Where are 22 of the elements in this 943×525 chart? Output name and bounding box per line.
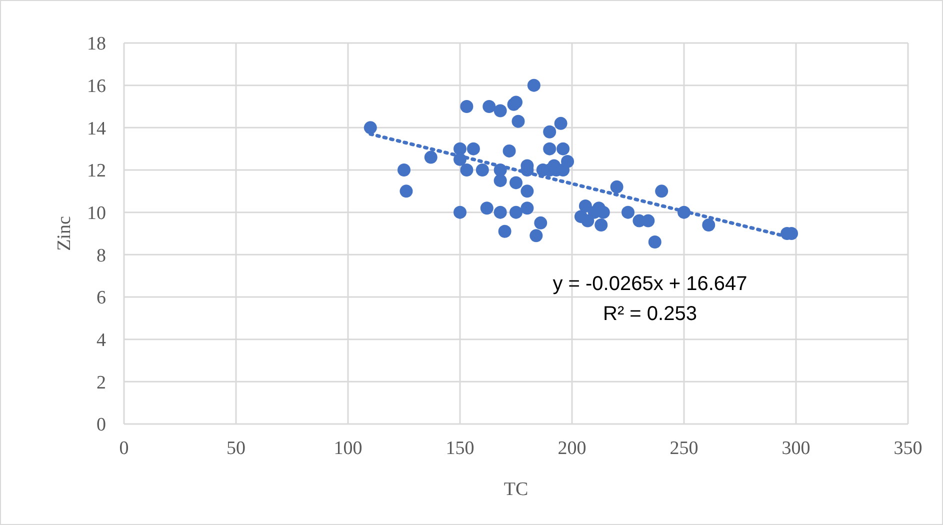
y-tick-label: 6 bbox=[96, 288, 106, 309]
x-tick-label: 50 bbox=[226, 438, 246, 459]
y-tick-label: 0 bbox=[96, 414, 106, 436]
y-tick-label: 16 bbox=[87, 76, 106, 97]
x-tick-label: 300 bbox=[782, 438, 810, 459]
y-tick-label: 2 bbox=[96, 372, 106, 394]
y-axis-title: Zinc bbox=[54, 216, 75, 251]
y-tick-label: 4 bbox=[96, 330, 106, 351]
y-tick-label: 10 bbox=[87, 202, 106, 224]
y-tick-label: 12 bbox=[87, 160, 106, 182]
x-tick-label: 100 bbox=[334, 438, 362, 459]
x-tick-label: 0 bbox=[119, 438, 129, 459]
y-tick-label: 14 bbox=[87, 118, 106, 140]
x-axis-title: TC bbox=[504, 479, 528, 500]
x-tick-label: 200 bbox=[558, 438, 586, 459]
annotation: y = -0.0265x + 16.647 bbox=[552, 273, 748, 295]
y-tick-label: 8 bbox=[96, 245, 106, 266]
x-tick-label: 350 bbox=[894, 438, 922, 459]
x-tick-label: 150 bbox=[446, 438, 474, 459]
annotation: R² = 0.253 bbox=[603, 303, 697, 325]
x-tick-label: 250 bbox=[670, 438, 698, 459]
y-tick-label: 18 bbox=[87, 34, 106, 55]
